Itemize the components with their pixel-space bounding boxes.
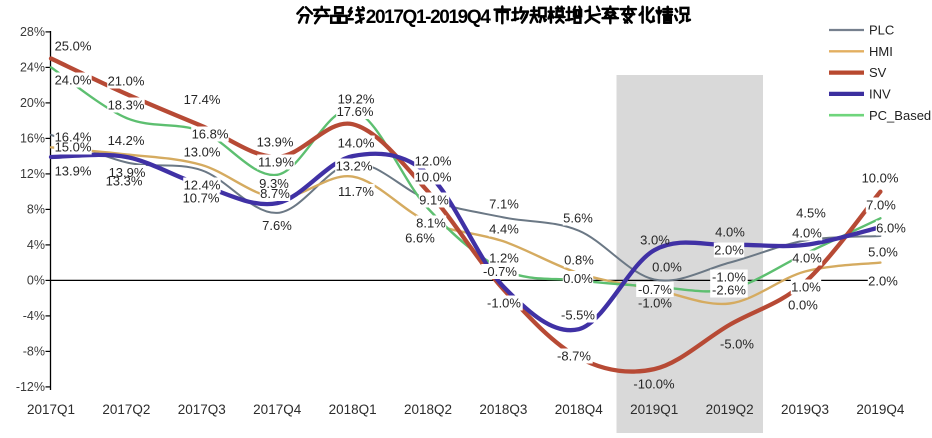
svg-text:9.3%: 9.3% xyxy=(259,176,289,191)
svg-text:HMI: HMI xyxy=(869,44,893,59)
svg-text:5.0%: 5.0% xyxy=(868,245,898,260)
svg-text:0.0%: 0.0% xyxy=(563,271,593,286)
svg-text:2.0%: 2.0% xyxy=(868,274,898,289)
svg-text:6.6%: 6.6% xyxy=(405,231,435,246)
svg-text:-1.0%: -1.0% xyxy=(712,270,746,285)
svg-text:13.0%: 13.0% xyxy=(184,145,221,160)
svg-text:-2.6%: -2.6% xyxy=(712,283,746,298)
svg-text:16%: 16% xyxy=(20,132,45,146)
svg-text:16.4%: 16.4% xyxy=(55,130,92,145)
svg-text:-4%: -4% xyxy=(23,309,45,323)
svg-text:13.9%: 13.9% xyxy=(257,135,294,150)
svg-text:24%: 24% xyxy=(20,61,45,75)
svg-text:13.9%: 13.9% xyxy=(55,164,92,179)
svg-text:-8.7%: -8.7% xyxy=(557,349,591,364)
svg-text:11.7%: 11.7% xyxy=(338,184,374,199)
svg-text:-8%: -8% xyxy=(23,345,45,359)
svg-text:10.0%: 10.0% xyxy=(862,171,899,186)
svg-text:28%: 28% xyxy=(20,25,45,39)
svg-text:2017Q2: 2017Q2 xyxy=(102,402,150,417)
svg-text:7.6%: 7.6% xyxy=(262,218,292,233)
svg-text:12.0%: 12.0% xyxy=(415,154,452,169)
svg-text:8%: 8% xyxy=(27,203,45,217)
svg-text:8.1%: 8.1% xyxy=(416,216,446,231)
svg-text:4%: 4% xyxy=(27,238,45,252)
svg-text:2018Q1: 2018Q1 xyxy=(329,402,377,417)
svg-text:17.4%: 17.4% xyxy=(184,92,221,107)
svg-text:2018Q4: 2018Q4 xyxy=(555,402,604,417)
svg-text:-5.5%: -5.5% xyxy=(561,308,595,323)
svg-text:-0.7%: -0.7% xyxy=(483,264,517,279)
svg-text:20%: 20% xyxy=(20,96,45,110)
svg-text:2017Q3: 2017Q3 xyxy=(178,402,226,417)
svg-text:14.0%: 14.0% xyxy=(338,136,375,151)
svg-text:24.0%: 24.0% xyxy=(55,73,92,88)
svg-text:10.7%: 10.7% xyxy=(183,191,220,206)
svg-text:INV: INV xyxy=(869,87,891,102)
svg-text:0.0%: 0.0% xyxy=(652,260,682,275)
svg-text:4.5%: 4.5% xyxy=(796,206,826,221)
svg-text:-0.7%: -0.7% xyxy=(638,282,672,297)
svg-text:1.2%: 1.2% xyxy=(489,251,519,266)
svg-text:-5.0%: -5.0% xyxy=(720,337,754,352)
svg-text:2019Q3: 2019Q3 xyxy=(781,402,829,417)
svg-text:7.1%: 7.1% xyxy=(489,197,519,212)
svg-text:14.2%: 14.2% xyxy=(108,133,145,148)
svg-text:13.9%: 13.9% xyxy=(109,165,146,180)
svg-text:18.3%: 18.3% xyxy=(108,98,145,113)
svg-text:4.0%: 4.0% xyxy=(715,225,745,240)
svg-text:5.6%: 5.6% xyxy=(563,211,593,226)
svg-text:12%: 12% xyxy=(20,167,45,181)
svg-text:0.0%: 0.0% xyxy=(788,298,818,313)
svg-text:SV: SV xyxy=(869,65,887,80)
svg-text:6.0%: 6.0% xyxy=(876,221,906,236)
svg-text:4.0%: 4.0% xyxy=(792,226,822,241)
svg-text:11.9%: 11.9% xyxy=(258,155,294,170)
svg-text:17.6%: 17.6% xyxy=(337,104,374,119)
svg-text:10.0%: 10.0% xyxy=(415,170,452,185)
svg-text:2018Q2: 2018Q2 xyxy=(404,402,452,417)
svg-text:19.2%: 19.2% xyxy=(338,92,375,107)
svg-text:PLC: PLC xyxy=(869,23,894,38)
svg-text:2018Q3: 2018Q3 xyxy=(479,402,527,417)
svg-text:21.0%: 21.0% xyxy=(108,74,145,89)
svg-text:2017Q1: 2017Q1 xyxy=(27,402,75,417)
svg-text:9.1%: 9.1% xyxy=(419,193,449,208)
svg-text:12.4%: 12.4% xyxy=(184,178,221,193)
svg-text:-12%: -12% xyxy=(16,380,45,394)
svg-text:3.0%: 3.0% xyxy=(640,233,670,248)
svg-text:25.0%: 25.0% xyxy=(55,39,92,54)
svg-text:2019Q4: 2019Q4 xyxy=(856,402,905,417)
svg-text:2019Q1: 2019Q1 xyxy=(630,402,678,417)
svg-text:4.0%: 4.0% xyxy=(792,251,822,266)
svg-text:4.4%: 4.4% xyxy=(489,222,519,237)
svg-text:7.0%: 7.0% xyxy=(866,198,896,213)
svg-text:2017Q4: 2017Q4 xyxy=(253,402,302,417)
svg-text:16.8%: 16.8% xyxy=(192,127,229,142)
svg-text:0.8%: 0.8% xyxy=(564,253,594,268)
svg-text:-1.0%: -1.0% xyxy=(487,296,521,311)
svg-text:13.2%: 13.2% xyxy=(336,159,373,174)
svg-text:13.3%: 13.3% xyxy=(106,174,143,189)
svg-text:-1.0%: -1.0% xyxy=(638,296,672,311)
svg-text:PC_Based: PC_Based xyxy=(869,108,931,123)
svg-text:-10.0%: -10.0% xyxy=(633,377,675,392)
svg-text:2019Q2: 2019Q2 xyxy=(706,402,754,417)
svg-text:8.7%: 8.7% xyxy=(260,186,290,201)
svg-text:2.0%: 2.0% xyxy=(714,243,744,258)
svg-text:0%: 0% xyxy=(27,274,45,288)
svg-text:1.0%: 1.0% xyxy=(791,280,821,295)
svg-text:2017Q1-2019Q4: 2017Q1-2019Q4 xyxy=(366,7,491,28)
svg-text:15.0%: 15.0% xyxy=(55,140,92,155)
